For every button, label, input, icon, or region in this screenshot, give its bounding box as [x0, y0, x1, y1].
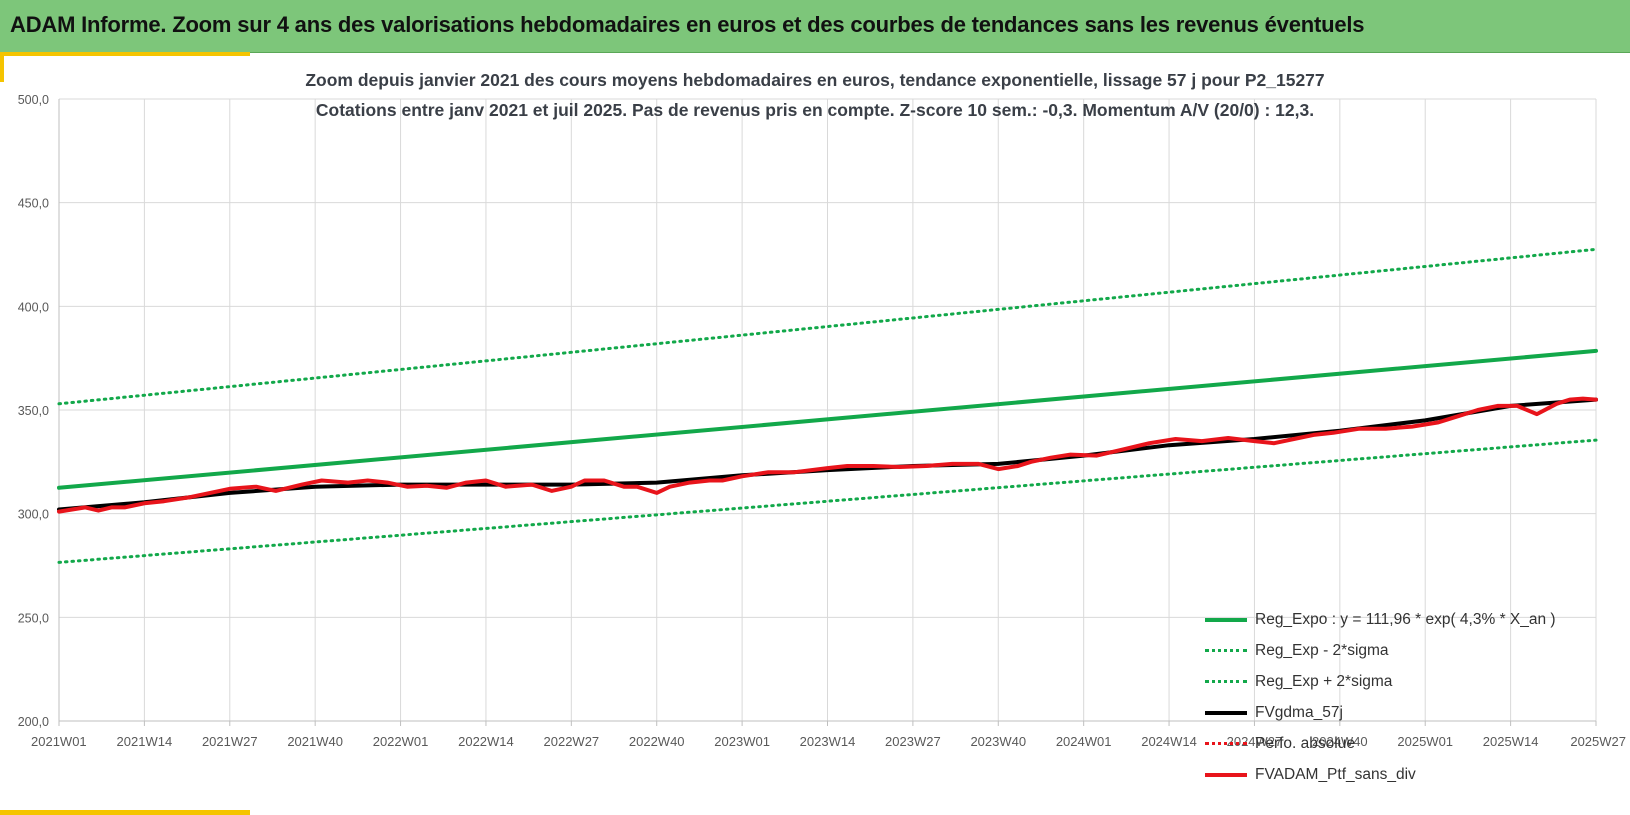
legend-label: Reg_Expo : y = 111,96 * exp( 4,3% * X_an… [1255, 610, 1556, 628]
x-tick-label: 2023W01 [714, 734, 770, 749]
y-tick-label: 450,0 [18, 197, 49, 211]
legend-label: Reg_Exp + 2*sigma [1255, 672, 1393, 690]
x-tick-label: 2021W01 [31, 734, 87, 749]
legend-swatch [1205, 772, 1247, 777]
corner-accent-bottom [0, 810, 250, 815]
legend-item-perfo-absolue: Perfo. absolue [1205, 728, 1625, 759]
x-tick-label: 2022W27 [544, 734, 600, 749]
legend-swatch [1205, 742, 1247, 745]
series-layer [57, 247, 1598, 564]
legend-label: Reg_Exp - 2*sigma [1255, 641, 1389, 659]
corner-accent-top [0, 52, 250, 56]
x-tick-label: 2024W01 [1056, 734, 1112, 749]
x-axis-ticks: 2021W01 2021W14 2021W27 2021W40 2022W01 2022W… [31, 721, 1626, 749]
header-banner: ADAM Informe. Zoom sur 4 ans des valoris… [0, 0, 1630, 53]
x-tick-label: 2021W14 [117, 734, 173, 749]
x-tick-label: 2025W27 [1570, 734, 1626, 749]
chart-area: 200,0 250,0 300,0 350,0 400,0 450,0 500,0 2021… [0, 52, 1630, 815]
legend-swatch [1205, 680, 1247, 683]
x-tick-label: 2025W01 [1397, 734, 1453, 749]
legend-label: Perfo. absolue [1255, 734, 1355, 752]
x-tick-label: 2022W40 [629, 734, 685, 749]
legend-label: FVADAM_Ptf_sans_div [1255, 765, 1416, 783]
x-tick-label: 2022W14 [458, 734, 514, 749]
x-tick-label: 2024W40 [1312, 734, 1368, 749]
x-tick-label: 2024W14 [1141, 734, 1197, 749]
x-tick-label: 2021W27 [202, 734, 258, 749]
x-tick-label: 2025W14 [1483, 734, 1539, 749]
corner-accent-left [0, 52, 4, 82]
x-tick-label: 2023W14 [800, 734, 856, 749]
y-tick-label: 200,0 [18, 715, 49, 729]
chart-svg: 200,0 250,0 300,0 350,0 400,0 450,0 500,0 2021… [18, 93, 1626, 749]
y-tick-label: 350,0 [18, 404, 49, 418]
legend-swatch [1205, 649, 1247, 652]
legend-label: FVgdma_57j [1255, 703, 1343, 721]
legend-item-reg-expo: Reg_Expo : y = 111,96 * exp( 4,3% * X_an… [1205, 604, 1625, 635]
x-tick-label: 2022W01 [373, 734, 429, 749]
series-line-fvadam-ptf-sans-div [57, 396, 1598, 514]
y-tick-label: 300,0 [18, 508, 49, 522]
legend-item-reg-exp-plus: Reg_Exp + 2*sigma [1205, 666, 1625, 697]
series-line-reg-exp-2-sigma [57, 247, 1598, 406]
x-tick-label: 2023W27 [885, 734, 941, 749]
y-tick-label: 500,0 [18, 93, 49, 107]
x-tick-label: 2021W40 [287, 734, 343, 749]
legend-item-fvadam-ptf: FVADAM_Ptf_sans_div [1205, 759, 1625, 790]
chart-subtitle: Cotations entre janv 2021 et juil 2025. … [315, 100, 1315, 120]
x-tick-label: 2024W27 [1227, 734, 1283, 749]
y-tick-label: 250,0 [18, 611, 49, 625]
series-line-reg-expo-y-111-96-exp-4-3-x-an [57, 348, 1598, 490]
y-axis-ticks: 200,0 250,0 300,0 350,0 400,0 450,0 500,0 [18, 93, 49, 729]
legend-item-reg-exp-minus: Reg_Exp - 2*sigma [1205, 635, 1625, 666]
y-tick-label: 400,0 [18, 300, 49, 314]
legend-swatch [1205, 617, 1247, 622]
chart-legend: Reg_Expo : y = 111,96 * exp( 4,3% * X_an… [1205, 604, 1625, 790]
legend-item-fvgdma: FVgdma_57j [1205, 697, 1625, 728]
x-tick-label: 2023W40 [970, 734, 1026, 749]
chart-title: Zoom depuis janvier 2021 des cours moyen… [305, 70, 1325, 90]
page-title: ADAM Informe. Zoom sur 4 ans des valoris… [10, 12, 1365, 37]
legend-swatch [1205, 710, 1247, 715]
